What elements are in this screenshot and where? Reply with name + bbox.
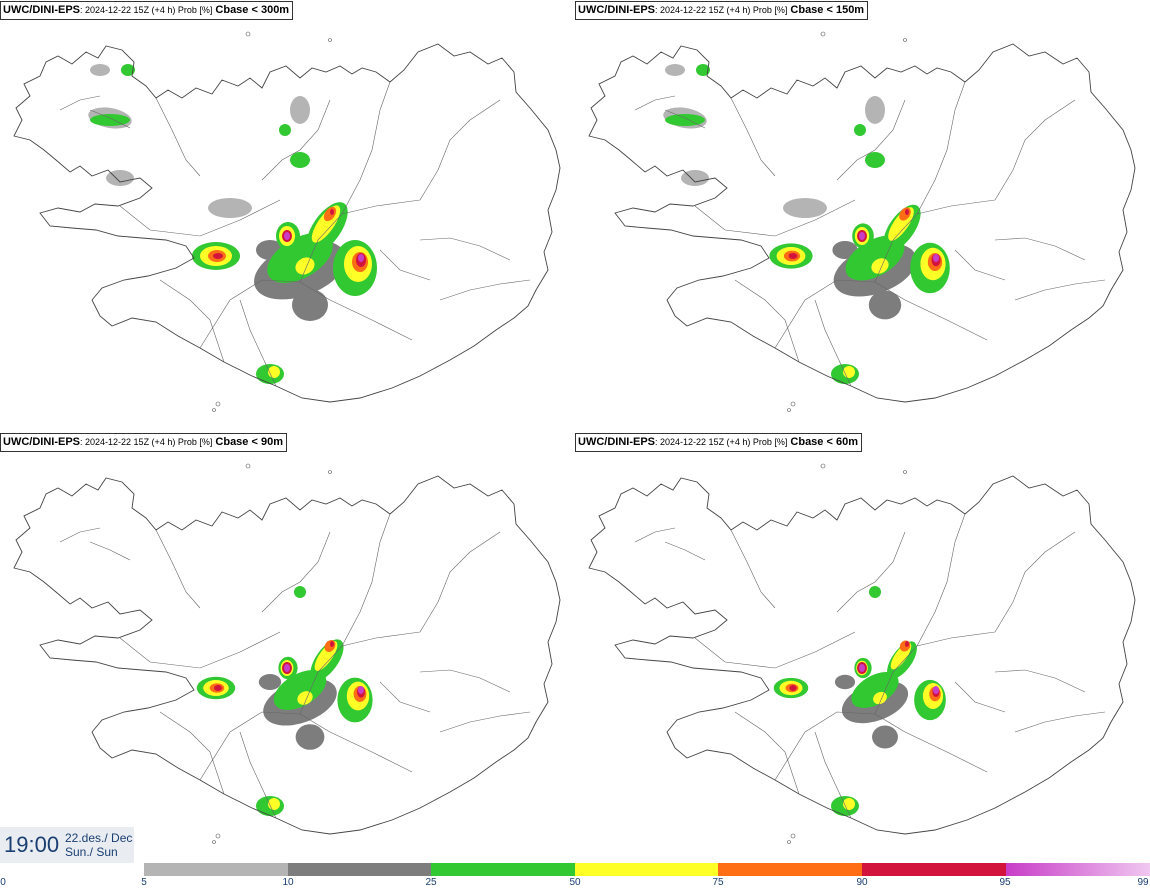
probability-field (196, 586, 373, 816)
panel-source: UWC/DINI-EPS (3, 436, 80, 448)
coastline (588, 43, 1136, 403)
panel-title: UWC/DINI-EPS: 2024-12-22 15Z (+4 h) Prob… (0, 433, 287, 452)
map-panel-cbase-60: UWC/DINI-EPS: 2024-12-22 15Z (+4 h) Prob… (575, 432, 1150, 864)
probability-field (663, 64, 950, 384)
iceland-map (588, 31, 1136, 412)
colorbar-segment (718, 863, 863, 876)
colorbar-segment (1005, 863, 1150, 876)
colorbar-tick-label: 50 (569, 877, 581, 888)
colorbar-segment (287, 863, 432, 876)
iceland-map (13, 463, 561, 844)
colorbar-tick-label: 75 (712, 877, 724, 888)
panel-meta: 2024-12-22 15Z (+4 h) Prob [%] (85, 5, 213, 15)
panel-source: UWC/DINI-EPS (3, 4, 80, 16)
colorbar-tick-label: 5 (141, 877, 147, 888)
map-panel-cbase-300: UWC/DINI-EPS: 2024-12-22 15Z (+4 h) Prob… (0, 0, 575, 432)
islands (212, 463, 332, 844)
probability-field (773, 586, 946, 816)
valid-date-line1: 22.des./ Dec (65, 831, 133, 845)
iceland-map (588, 463, 1136, 844)
colorbar-tick-label: 10 (282, 877, 294, 888)
colorbar-segment (574, 863, 719, 876)
valid-date-line2: Sun./ Sun (65, 845, 118, 859)
iceland-map (13, 31, 561, 412)
panel-variable: Cbase < 90m (215, 436, 283, 448)
colorbar-segment (862, 863, 1007, 876)
panel-meta: 2024-12-22 15Z (+4 h) Prob [%] (660, 5, 788, 15)
coastline (588, 475, 1136, 835)
valid-time: 19:00 (4, 832, 60, 857)
colorbar-segment (431, 863, 576, 876)
islands (212, 31, 332, 412)
region-boundaries (59, 513, 531, 819)
islands (787, 31, 907, 412)
valid-time-box: 19:00 22.des./ Dec Sun./ Sun (0, 827, 134, 863)
panel-title: UWC/DINI-EPS: 2024-12-22 15Z (+4 h) Prob… (0, 1, 294, 20)
panel-meta: 2024-12-22 15Z (+4 h) Prob [%] (660, 437, 788, 447)
map-panel-cbase-90: UWC/DINI-EPS: 2024-12-22 15Z (+4 h) Prob… (0, 432, 575, 864)
panel-source: UWC/DINI-EPS (578, 436, 655, 448)
valid-date: 22.des./ Dec Sun./ Sun (65, 831, 132, 859)
panel-variable: Cbase < 300m (215, 4, 290, 16)
panel-variable: Cbase < 60m (790, 436, 858, 448)
panel-source: UWC/DINI-EPS (578, 4, 655, 16)
coastline (13, 475, 561, 835)
map-panel-cbase-150: UWC/DINI-EPS: 2024-12-22 15Z (+4 h) Prob… (575, 0, 1150, 432)
panel-title: UWC/DINI-EPS: 2024-12-22 15Z (+4 h) Prob… (575, 433, 862, 452)
colorbar-tick-label: 90 (856, 877, 868, 888)
region-boundaries (634, 513, 1106, 819)
colorbar-tick-label: 99 (1137, 877, 1149, 888)
panel-title: UWC/DINI-EPS: 2024-12-22 15Z (+4 h) Prob… (575, 1, 869, 20)
islands (787, 463, 907, 844)
panel-meta: 2024-12-22 15Z (+4 h) Prob [%] (85, 437, 213, 447)
coastline (13, 43, 561, 403)
colorbar-tick-label: 95 (999, 877, 1011, 888)
panel-variable: Cbase < 150m (790, 4, 865, 16)
region-boundaries (59, 81, 531, 387)
region-boundaries (634, 81, 1106, 387)
colorbar-tick-label: 25 (425, 877, 437, 888)
colorbar-tick-label: 0 (0, 877, 6, 888)
probability-field (88, 64, 377, 384)
colorbar-segment (144, 863, 289, 876)
